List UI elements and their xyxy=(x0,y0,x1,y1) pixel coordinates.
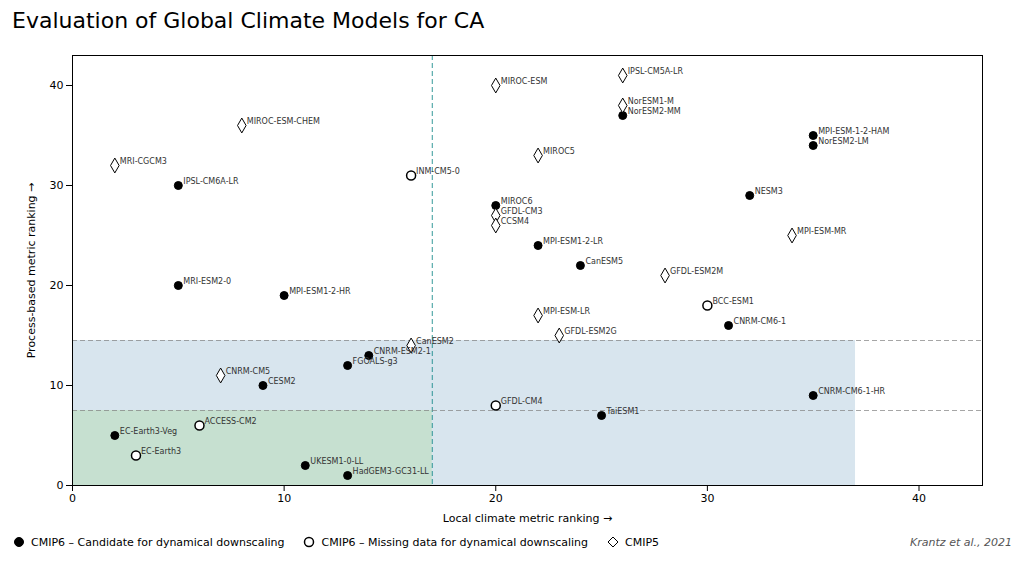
svg-text:MPI-ESM-LR: MPI-ESM-LR xyxy=(543,307,590,316)
svg-text:EC-Earth3-Veg: EC-Earth3-Veg xyxy=(120,427,177,436)
svg-text:0: 0 xyxy=(57,479,64,492)
svg-text:CNRM-CM6-1-HR: CNRM-CM6-1-HR xyxy=(818,387,885,396)
svg-text:MPI-ESM1-2-HR: MPI-ESM1-2-HR xyxy=(289,287,351,296)
svg-text:30: 30 xyxy=(700,492,714,505)
svg-text:NorESM2-LM: NorESM2-LM xyxy=(818,137,869,146)
svg-text:Process-based metric ranking →: Process-based metric ranking → xyxy=(25,183,38,359)
svg-text:CanESM5: CanESM5 xyxy=(585,257,623,266)
svg-text:MPI-ESM-MR: MPI-ESM-MR xyxy=(797,227,847,236)
svg-text:NorESM2-MM: NorESM2-MM xyxy=(628,107,681,116)
html-text:CMIP6 – Missing data for dynam: CMIP6 – Missing data for dynamical downs… xyxy=(321,535,588,549)
svg-text:0: 0 xyxy=(69,492,76,505)
svg-text:MRI-ESM2-0: MRI-ESM2-0 xyxy=(183,277,231,286)
svg-text:GFDL-CM4: GFDL-CM4 xyxy=(501,397,543,406)
svg-text:Local climate metric ranking →: Local climate metric ranking → xyxy=(443,512,612,525)
svg-text:40: 40 xyxy=(50,79,64,92)
svg-text:IPSL-CM6A-LR: IPSL-CM6A-LR xyxy=(183,177,239,186)
svg-text:FGOALS-g3: FGOALS-g3 xyxy=(353,357,398,366)
svg-text:MPI-ESM-1-2-HAM: MPI-ESM-1-2-HAM xyxy=(818,127,889,136)
svg-text:CNRM-CM6-1: CNRM-CM6-1 xyxy=(734,317,786,326)
svg-text:10: 10 xyxy=(50,379,64,392)
svg-text:ACCESS-CM2: ACCESS-CM2 xyxy=(204,417,256,426)
svg-text:NorESM1-M: NorESM1-M xyxy=(628,97,674,106)
html-text:CMIP6 – Candidate for dynamica: CMIP6 – Candidate for dynamical downscal… xyxy=(31,535,285,549)
html-text:CMIP5: CMIP5 xyxy=(625,535,660,549)
svg-text:30: 30 xyxy=(50,179,64,192)
svg-text:GFDL-CM3: GFDL-CM3 xyxy=(501,207,543,216)
svg-text:EC-Earth3: EC-Earth3 xyxy=(141,447,181,456)
html-text:Evaluation of Global Climate M: Evaluation of Global Climate Models for … xyxy=(12,8,485,33)
svg-text:UKESM1-0-LL: UKESM1-0-LL xyxy=(310,457,364,466)
svg-text:MRI-CGCM3: MRI-CGCM3 xyxy=(120,157,167,166)
html-text:Krantz et al., 2021: Krantz et al., 2021 xyxy=(910,535,1012,549)
svg-text:20: 20 xyxy=(489,492,503,505)
svg-text:MPI-ESM1-2-LR: MPI-ESM1-2-LR xyxy=(543,237,603,246)
svg-text:GFDL-ESM2G: GFDL-ESM2G xyxy=(564,327,617,336)
svg-text:IPSL-CM5A-LR: IPSL-CM5A-LR xyxy=(628,67,684,76)
svg-text:INM-CM5-0: INM-CM5-0 xyxy=(416,167,460,176)
svg-text:MIROC6: MIROC6 xyxy=(501,197,533,206)
svg-text:CCSM4: CCSM4 xyxy=(501,217,529,226)
svg-text:MIROC-ESM: MIROC-ESM xyxy=(501,77,548,86)
svg-text:CNRM-CM5: CNRM-CM5 xyxy=(226,367,270,376)
svg-text:HadGEM3-GC31-LL: HadGEM3-GC31-LL xyxy=(353,467,430,476)
svg-text:MIROC5: MIROC5 xyxy=(543,147,575,156)
svg-text:10: 10 xyxy=(277,492,291,505)
svg-text:TaiESM1: TaiESM1 xyxy=(606,407,640,416)
svg-text:NESM3: NESM3 xyxy=(755,187,783,196)
svg-text:20: 20 xyxy=(50,279,64,292)
svg-text:CNRM-ESM2-1: CNRM-ESM2-1 xyxy=(374,347,431,356)
svg-text:MIROC-ESM-CHEM: MIROC-ESM-CHEM xyxy=(247,117,320,126)
svg-text:40: 40 xyxy=(912,492,926,505)
svg-text:BCC-ESM1: BCC-ESM1 xyxy=(712,297,754,306)
svg-text:CESM2: CESM2 xyxy=(268,377,296,386)
svg-text:CanESM2: CanESM2 xyxy=(416,337,454,346)
svg-text:GFDL-ESM2M: GFDL-ESM2M xyxy=(670,267,723,276)
